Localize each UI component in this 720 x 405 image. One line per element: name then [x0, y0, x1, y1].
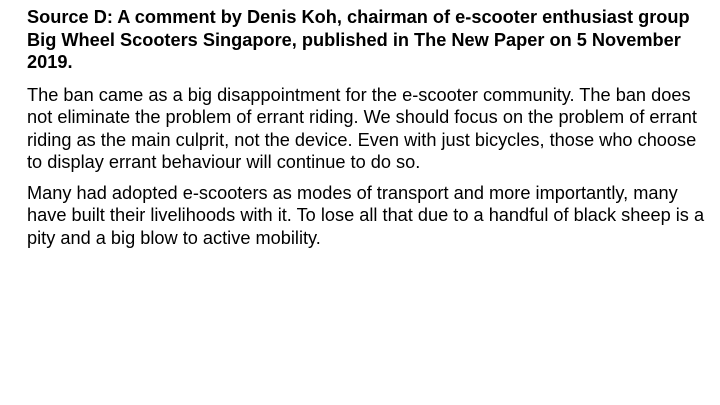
source-document: Source D: A comment by Denis Koh, chairm… — [27, 6, 707, 249]
paragraph-ban-disappointment: The ban came as a big disappointment for… — [27, 84, 697, 173]
paragraph-livelihoods: Many had adopted e-scooters as modes of … — [27, 182, 705, 248]
source-heading: Source D: A comment by Denis Koh, chairm… — [27, 7, 690, 72]
